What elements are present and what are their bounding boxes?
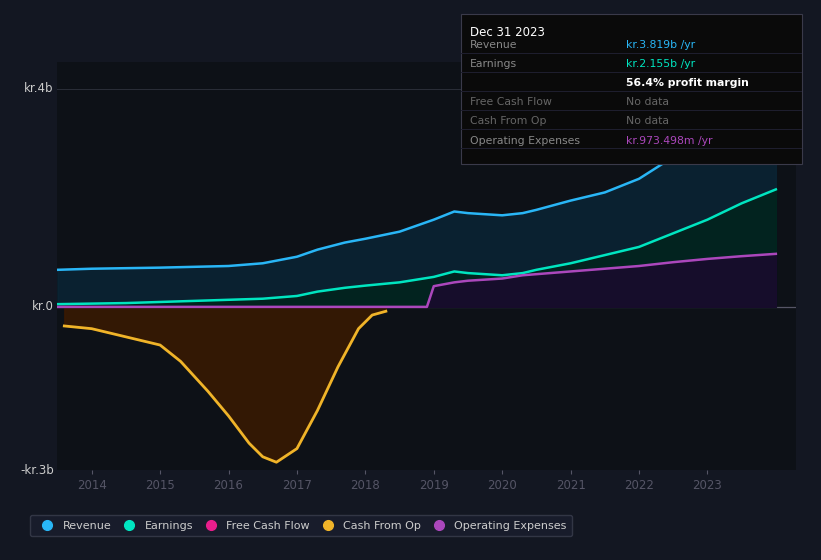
Text: Operating Expenses: Operating Expenses [470, 136, 580, 146]
Text: kr.2.155b /yr: kr.2.155b /yr [626, 59, 695, 69]
Text: Dec 31 2023: Dec 31 2023 [470, 26, 544, 39]
Text: Free Cash Flow: Free Cash Flow [470, 97, 552, 108]
Text: kr.3.819b /yr: kr.3.819b /yr [626, 40, 695, 50]
Text: Revenue: Revenue [470, 40, 517, 50]
Text: No data: No data [626, 116, 668, 127]
Text: -kr.3b: -kr.3b [20, 464, 54, 477]
Text: kr.973.498m /yr: kr.973.498m /yr [626, 136, 712, 146]
Text: kr.0: kr.0 [32, 300, 54, 314]
Text: kr.4b: kr.4b [25, 82, 54, 95]
Text: Cash From Op: Cash From Op [470, 116, 546, 127]
Legend: Revenue, Earnings, Free Cash Flow, Cash From Op, Operating Expenses: Revenue, Earnings, Free Cash Flow, Cash … [30, 515, 572, 536]
Text: Earnings: Earnings [470, 59, 516, 69]
Text: No data: No data [626, 97, 668, 108]
Text: 56.4% profit margin: 56.4% profit margin [626, 78, 749, 88]
